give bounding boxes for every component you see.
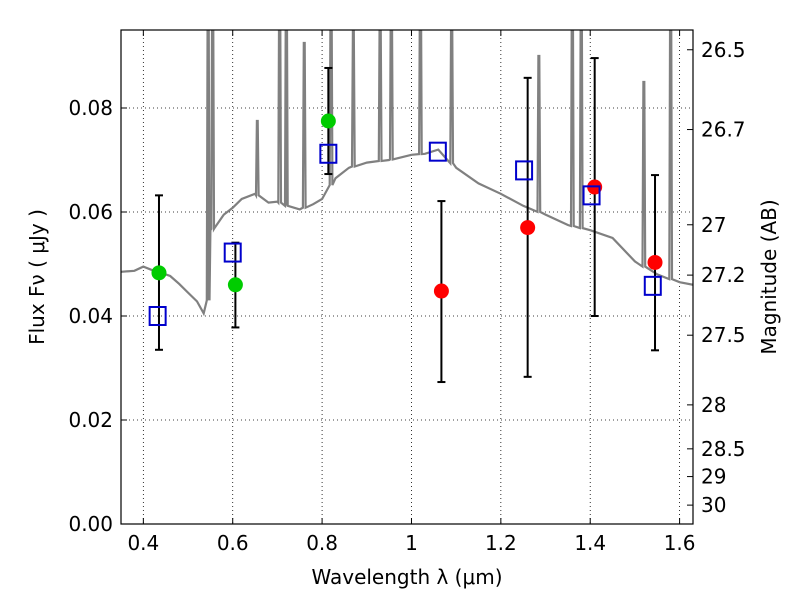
- y-right-tick-label: 26.7: [701, 118, 746, 142]
- model-point-square: [319, 143, 338, 164]
- y-right-tick-label: 27: [701, 213, 726, 237]
- x-axis-label: Wavelength λ (μm): [311, 565, 502, 589]
- data-point-observed-green: [151, 265, 167, 281]
- model-point-square: [428, 141, 447, 162]
- y-right-tick-label: 30: [701, 493, 726, 517]
- x-tick-label: 0.4: [127, 531, 159, 555]
- model-point-square: [223, 242, 242, 263]
- x-tick-label: 0.8: [306, 531, 338, 555]
- x-tick-label: 1.4: [574, 531, 606, 555]
- y-right-tick-label: 28.5: [701, 437, 746, 461]
- data-point-observed-green: [320, 113, 336, 129]
- tick-layer: 0.4 0.6 0.8 1 1.2 1.4 1.6 0.00 0.02 0.04 0.06 0.08 2…: [68, 30, 746, 555]
- plot-frame: [120, 29, 694, 525]
- y-right-tick-label: 26.5: [701, 38, 746, 62]
- y-tick-label: 0.06: [68, 200, 113, 224]
- data-point-observed-green: [227, 277, 243, 293]
- y-tick-label: 0.00: [68, 512, 113, 536]
- model-point-square: [582, 185, 601, 206]
- y-right-tick-label: 27.5: [701, 323, 746, 347]
- data-point-observed-red: [520, 220, 536, 236]
- marker-layer: [148, 113, 663, 326]
- y-right-axis-label: Magnitude (AB): [757, 199, 781, 354]
- y-tick-label: 0.04: [68, 304, 113, 328]
- y-tick-label: 0.08: [68, 96, 113, 120]
- x-tick-label: 0.6: [217, 531, 249, 555]
- spectrum-layer: [121, 30, 693, 317]
- y-right-tick-label: 27.2: [701, 263, 746, 287]
- data-point-observed-red: [647, 254, 663, 270]
- model-point-square: [515, 160, 534, 181]
- x-tick-label: 1: [405, 531, 418, 555]
- y-tick-label: 0.02: [68, 408, 113, 432]
- model-spectrum-line: [121, 30, 693, 317]
- x-tick-label: 1.6: [664, 531, 696, 555]
- model-point-square: [148, 306, 167, 326]
- x-tick-label: 1.2: [485, 531, 517, 555]
- y-right-tick-label: 28: [701, 393, 726, 417]
- y-right-tick-label: 29: [701, 465, 726, 489]
- model-point-square: [643, 275, 662, 296]
- data-point-observed-red: [433, 283, 449, 299]
- y-axis-label: Flux Fν ( μJy ): [25, 209, 49, 345]
